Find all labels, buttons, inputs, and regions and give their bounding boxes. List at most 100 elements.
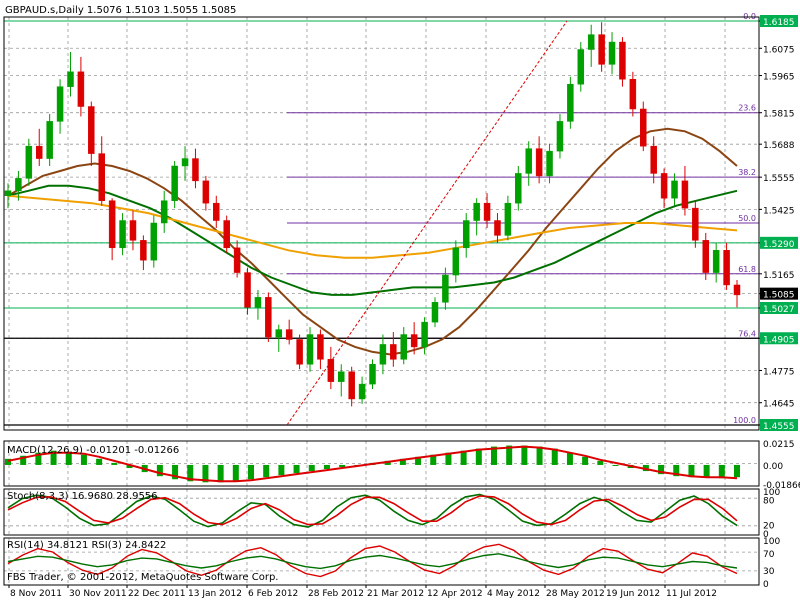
candle-body [4, 190, 12, 196]
price-tick-label: 1.4775 [763, 367, 795, 377]
time-tick-label: 4 May 2012 [487, 589, 540, 599]
time-tick-label: 21 Mar 2012 [367, 589, 424, 599]
candle-body [400, 334, 407, 360]
candle-body [181, 158, 189, 167]
macd-bar [582, 456, 589, 465]
candle-body [410, 334, 418, 348]
stoch-title: Stoch(8,3,3) 16.9680 28.9556 [7, 491, 158, 502]
copyright-text: FBS Trader, © 2001-2012, MetaQuotes Soft… [7, 572, 278, 583]
macd-bar [263, 464, 270, 478]
candle-body [108, 200, 116, 249]
macd-bar [445, 452, 452, 465]
indicator-panes [5, 445, 740, 578]
candle-body [67, 71, 74, 87]
price-tick-label: 1.5688 [763, 141, 795, 151]
moving-averages [7, 127, 738, 356]
candle-body [650, 145, 657, 174]
candle-body [119, 220, 126, 249]
price-tick-label: 1.4905 [763, 335, 795, 345]
moving-average-mid [7, 184, 738, 296]
candle-body [421, 321, 428, 348]
candle-body [640, 108, 647, 147]
indicator-tick-label: 0.00 [763, 462, 783, 472]
candle-body [150, 222, 158, 261]
pane-frames [3, 16, 760, 586]
candle-body [608, 41, 616, 65]
candle-body [244, 272, 251, 308]
candle-body [317, 334, 324, 360]
price-tick-label: 1.5425 [763, 206, 795, 216]
macd-bar [293, 464, 300, 474]
candle-body [723, 250, 730, 286]
macd-bar [323, 464, 330, 470]
candle-body [46, 121, 53, 159]
pane-frame [3, 537, 760, 586]
price-tick-label: 1.5165 [763, 271, 795, 281]
price-tick-label: 1.6185 [763, 18, 795, 28]
indicator-tick-label: 0 [763, 580, 769, 590]
macd-bar [460, 450, 467, 465]
level-badge [760, 15, 798, 27]
time-tick-label: 30 Nov 2011 [69, 589, 127, 599]
candle-body [306, 334, 314, 365]
indicator-tick-label: 20 [763, 522, 775, 532]
current-price-badge [760, 287, 798, 300]
time-tick-label: 22 Dec 2011 [128, 589, 186, 599]
pane-frame [3, 488, 760, 536]
candle-body [285, 329, 293, 340]
candle-body [171, 165, 178, 201]
indicator-tick-label: 0.0215 [763, 440, 795, 450]
candle-body [587, 34, 595, 50]
macd-bar [187, 464, 194, 482]
candle-body [202, 180, 210, 204]
price-axis: 1.6185 1.6075 1.5965 1.5815 1.5688 1.5555 1.54… [759, 15, 800, 590]
macd-bar [430, 454, 437, 465]
macd-bar [688, 464, 695, 478]
rsi-line [7, 543, 738, 578]
price-tick-label: 1.6075 [763, 45, 795, 55]
candle-body [25, 145, 33, 179]
level-badge [760, 332, 798, 345]
indicator-tick-label: -0.01866 [763, 481, 800, 491]
macd-bar [248, 464, 254, 480]
macd-bar [35, 452, 42, 465]
macd-bar [80, 454, 87, 465]
macd-bar [612, 464, 619, 466]
moving-average-slow [7, 194, 738, 259]
macd-bar [703, 464, 710, 478]
indicator-tick-label: 100 [763, 537, 780, 547]
candle-body [35, 145, 43, 159]
candle-body [556, 121, 564, 152]
macd-bar [415, 456, 422, 465]
price-tick-label: 1.4645 [763, 400, 795, 410]
price-tick-label: 1.5085 [763, 291, 795, 301]
candle-body [702, 240, 710, 273]
macd-bar [566, 452, 573, 465]
candle-body [77, 71, 85, 107]
candle-body [233, 247, 241, 273]
candle-body [462, 220, 470, 249]
macd-bar [475, 448, 482, 465]
candle-body [504, 202, 512, 236]
price-tick-label: 1.5290 [763, 240, 795, 250]
macd-bar [278, 464, 285, 476]
candle-body [692, 207, 699, 241]
indicator-tick-label: 100 [763, 488, 780, 498]
candle-body [254, 297, 262, 308]
fib-trend-line [286, 20, 568, 426]
candle-body [88, 106, 95, 154]
time-tick-label: 11 Jul 2012 [666, 589, 717, 599]
time-tick-label: 12 Apr 2012 [427, 589, 483, 599]
macd-bar [308, 464, 315, 472]
candle-body [535, 148, 543, 177]
candle-body [390, 344, 397, 360]
candle-body [98, 153, 105, 201]
macd-bar [202, 464, 209, 483]
candle-body [483, 202, 491, 221]
time-tick-label: 28 Feb 2012 [308, 589, 364, 599]
chart-header: GBPAUD.s,Daily 1.5076 1.5103 1.5055 1.50… [5, 5, 236, 16]
moving-average-fast [7, 127, 738, 356]
candle-body [348, 371, 355, 400]
candle-body [442, 274, 449, 303]
macd-bar [96, 458, 103, 465]
